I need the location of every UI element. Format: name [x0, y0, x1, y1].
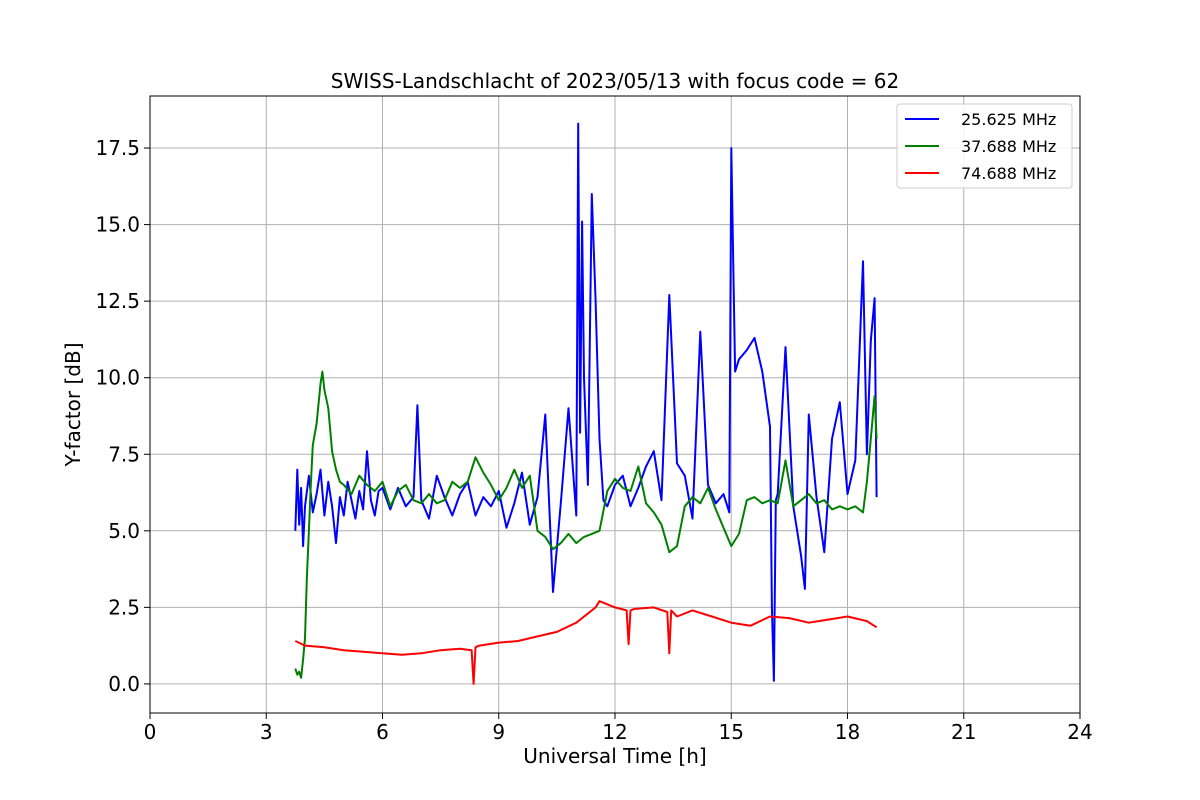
- x-axis-label: Universal Time [h]: [523, 744, 706, 768]
- x-tick-label: 6: [376, 720, 389, 744]
- legend-label: 25.625 MHz: [961, 110, 1056, 129]
- ticks: 0 3 6 9 12 15 18 21 24 0.0 2.5 5.0 7.5 10.0 12.5 15.0 17…: [95, 136, 1092, 744]
- x-tick-label: 9: [492, 720, 505, 744]
- series-line-3: [294, 600, 878, 685]
- x-tick-label: 0: [144, 720, 157, 744]
- y-tick-label: 7.5: [108, 442, 140, 466]
- y-tick-label: 15.0: [95, 213, 140, 237]
- legend-label: 37.688 MHz: [961, 137, 1056, 156]
- x-tick-label: 21: [951, 720, 976, 744]
- y-tick-label: 12.5: [95, 289, 140, 313]
- x-tick-label: 15: [719, 720, 744, 744]
- y-tick-label: 2.5: [108, 595, 140, 619]
- x-tick-label: 12: [602, 720, 627, 744]
- series-line-1: [294, 122, 878, 682]
- y-tick-label: 10.0: [95, 366, 140, 390]
- y-axis-label: Y-factor [dB]: [61, 342, 85, 467]
- y-tick-label: 5.0: [108, 519, 140, 543]
- series-group: [294, 122, 878, 685]
- legend: 25.625 MHz 37.688 MHz 74.688 MHz: [896, 103, 1073, 189]
- legend-box: [896, 103, 1073, 189]
- y-tick-label: 0.0: [108, 672, 140, 696]
- series-line-2: [294, 370, 878, 679]
- x-tick-label: 3: [260, 720, 273, 744]
- x-tick-label: 18: [835, 720, 860, 744]
- chart-title: SWISS-Landschlacht of 2023/05/13 with fo…: [331, 69, 899, 93]
- legend-label: 74.688 MHz: [961, 164, 1056, 183]
- y-tick-label: 17.5: [95, 136, 140, 160]
- x-tick-label: 24: [1067, 720, 1092, 744]
